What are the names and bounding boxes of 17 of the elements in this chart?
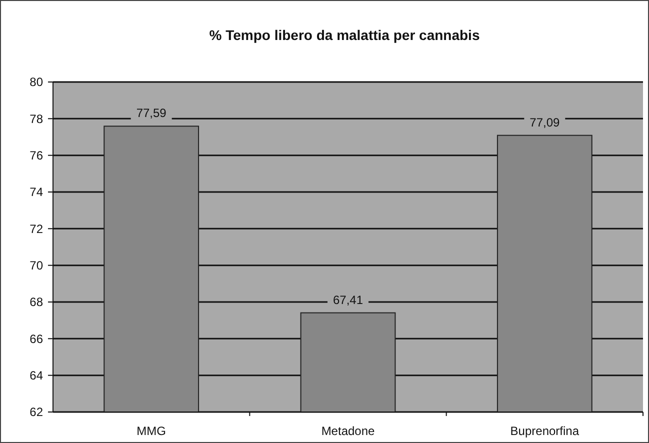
y-tick-label: 64 (30, 368, 44, 383)
y-tick-label: 78 (30, 112, 44, 126)
y-tick-label: 70 (30, 258, 44, 273)
x-tick-label: Buprenorfina (510, 424, 580, 438)
y-tick-label: 74 (30, 185, 44, 200)
y-tick-label: 72 (30, 222, 44, 236)
y-tick-label: 80 (30, 75, 44, 90)
chart-title: % Tempo libero da malattia per cannabis (209, 27, 480, 43)
y-tick-label: 62 (30, 405, 44, 420)
data-label: 77,59 (136, 106, 167, 120)
x-tick-label: MMG (136, 424, 166, 438)
y-tick-label: 76 (30, 148, 44, 163)
y-tick-label: 66 (30, 332, 44, 346)
data-label: 67,41 (332, 292, 364, 307)
x-tick-label: Metadone (321, 424, 376, 438)
y-tick-label: 68 (30, 295, 44, 310)
data-label: 77,09 (530, 115, 560, 130)
